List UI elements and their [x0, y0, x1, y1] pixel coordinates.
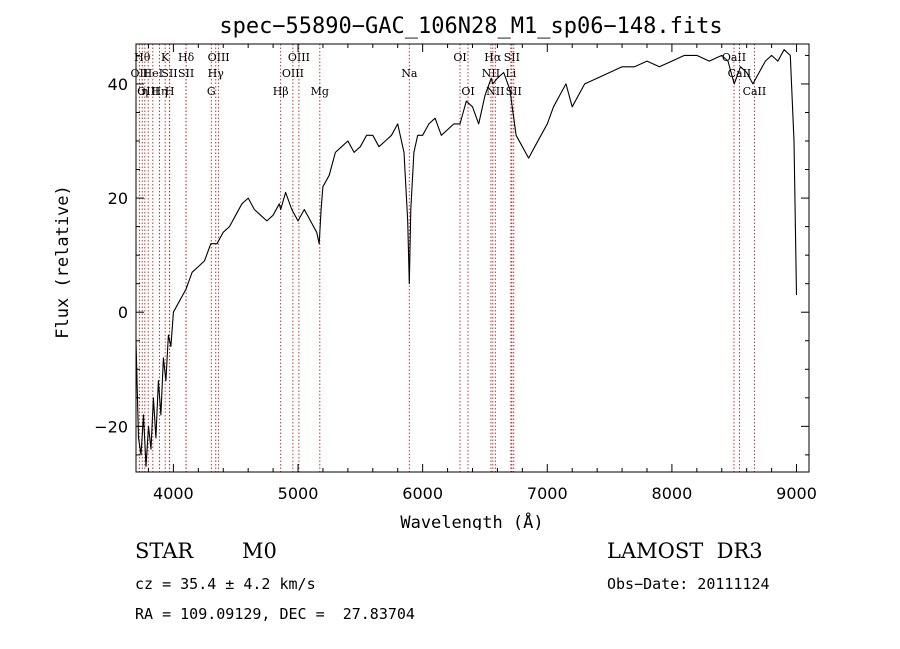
spectral-line-label: SII	[506, 85, 522, 98]
spectral-line-label: OIII	[282, 67, 304, 80]
x-tick-label: 7000	[527, 484, 568, 503]
spectral-line-label: OI	[453, 51, 466, 64]
x-tick-label: 5000	[278, 484, 319, 503]
spectral-line-label: Hβ	[273, 85, 289, 98]
spectral-line-label: SII	[504, 51, 520, 64]
x-tick-label: 6000	[402, 484, 443, 503]
coordinates: RA = 109.09129, DEC = 27.83704	[135, 605, 415, 623]
spectral-line-label: K	[161, 51, 170, 64]
spectral-line-label: Hδ	[178, 51, 195, 64]
spectral-line-label: Hγ	[208, 67, 225, 80]
spectral-line-label: Na	[401, 67, 418, 80]
x-axis-ticks: 4000 5000 6000 7000 8000 9000	[147, 44, 817, 503]
object-class: STAR	[135, 539, 194, 563]
y-tick-label: 40	[108, 75, 128, 94]
x-tick-label: 8000	[652, 484, 693, 503]
y-tick-label: −20	[94, 417, 128, 436]
redshift-info: cz = 35.4 ± 4.2 km/s	[135, 575, 316, 593]
spectral-line-label: H	[165, 85, 175, 98]
chart-title: spec−55890−GAC_106N28_M1_sp06−148.fits	[219, 14, 722, 39]
spectral-line-label: Mg	[311, 85, 329, 98]
observation-date: Obs−Date: 20111124	[607, 575, 770, 593]
spectral-line-label: OaII	[722, 51, 746, 64]
x-axis-label: Wavelength (Å)	[400, 511, 543, 530]
y-axis-ticks: −20 0 20 40	[94, 54, 809, 456]
spectral-line-label: η	[142, 85, 149, 98]
spectral-line-label: Hα	[484, 51, 502, 64]
emission-line-markers: OIIHθηOIIIHeIHηKSIIHHδSIIGHγOIIIHβOIIIOI…	[131, 44, 767, 472]
survey-name: LAMOST DR3	[607, 539, 763, 563]
spectral-line-label: OI	[461, 85, 474, 98]
y-axis-label: Flux (relative)	[53, 185, 73, 339]
spectral-line-label: OIII	[288, 51, 310, 64]
y-tick-label: 0	[118, 303, 128, 322]
spectrum-line	[135, 49, 798, 467]
spectral-line-label: NII	[486, 85, 504, 98]
spectral-subclass: M0	[242, 539, 277, 563]
y-tick-label: 20	[108, 189, 128, 208]
spectral-line-label: G	[207, 85, 216, 98]
spectral-line-label: Hη	[151, 85, 167, 98]
x-tick-label: 9000	[776, 484, 817, 503]
spectrum-chart: spec−55890−GAC_106N28_M1_sp06−148.fits O…	[53, 14, 817, 530]
spectral-line-label: CaII	[743, 85, 767, 98]
spectral-line-label: Li	[505, 67, 516, 80]
x-tick-label: 4000	[153, 484, 194, 503]
spectral-line-label: HeI	[143, 67, 163, 80]
spectral-line-label: CaII	[728, 67, 752, 80]
spectral-line-label: OII	[131, 67, 149, 80]
spectral-line-label: Hθ	[134, 51, 151, 64]
spectral-line-label: SII	[178, 67, 194, 80]
spectral-line-label: OIII	[137, 85, 159, 98]
spectral-line-label: OIII	[208, 51, 230, 64]
